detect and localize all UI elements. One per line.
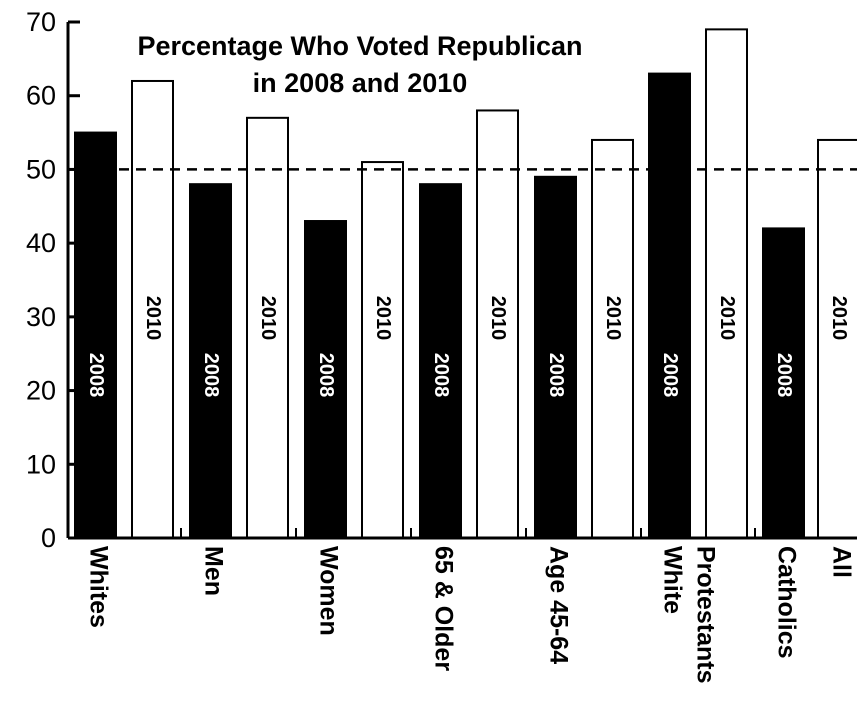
bar-label-2008: 2008 [545, 353, 567, 398]
bar-label-2010: 2010 [602, 296, 624, 341]
y-tick-label: 0 [41, 523, 56, 553]
bar-label-2008: 2008 [315, 353, 337, 398]
category-label: Men [199, 546, 227, 596]
bar-label-2010: 2010 [828, 296, 850, 341]
bar-2008 [648, 72, 691, 539]
bar-2010 [705, 28, 748, 539]
bar-2010 [476, 109, 519, 539]
bar-label-2008: 2008 [659, 353, 681, 398]
bars-layer: 2008 2010 2008 2010 2008 2010 2008 2010 2008 2010… [74, 28, 857, 540]
bar-label-2008: 2008 [430, 353, 452, 398]
chart-title-line: in 2008 and 2010 [253, 68, 468, 98]
y-tick-label: 50 [26, 154, 56, 184]
y-tick-label: 70 [26, 7, 56, 37]
y-ticks: 0 10 20 30 40 50 60 70 [26, 7, 756, 553]
category-label: White [658, 546, 686, 614]
y-tick-label: 40 [26, 228, 56, 258]
bar-label-2010: 2010 [257, 296, 279, 341]
category-label: Whites [84, 546, 112, 628]
category-label: All [827, 546, 855, 578]
bar-2010 [361, 161, 404, 540]
bar-label-2010: 2010 [716, 296, 738, 341]
bar-label-2010: 2010 [372, 296, 394, 341]
bar-2008 [74, 131, 117, 539]
y-tick-label: 10 [26, 449, 56, 479]
bar-2010 [591, 138, 634, 539]
bar-label-2008: 2008 [85, 353, 107, 398]
y-tick-label: 60 [26, 81, 56, 111]
y-tick-label: 30 [26, 302, 56, 332]
bar-label-2010: 2010 [487, 296, 509, 341]
category-labels: Whites Men Women 65 & Older Age 45-64 White Pr… [84, 546, 855, 684]
bar-2008 [304, 220, 347, 539]
category-label: Protestants [691, 546, 719, 684]
bar-2010 [817, 138, 857, 539]
bar-label-2008: 2008 [773, 353, 795, 398]
chart-title-line: Percentage Who Voted Republican [137, 31, 582, 61]
category-label: Women [314, 546, 342, 636]
category-label: Age 45-64 [544, 546, 572, 664]
bar-2008 [189, 183, 232, 540]
y-tick-label: 20 [26, 376, 56, 406]
bar-2010 [131, 79, 174, 539]
category-label: Catholics [772, 546, 800, 659]
category-label: 65 & Older [429, 546, 457, 671]
bar-label-2008: 2008 [200, 353, 222, 398]
bar-label-2010: 2010 [142, 296, 164, 341]
chart-title: Percentage Who Voted Republican in 2008 a… [137, 31, 582, 98]
